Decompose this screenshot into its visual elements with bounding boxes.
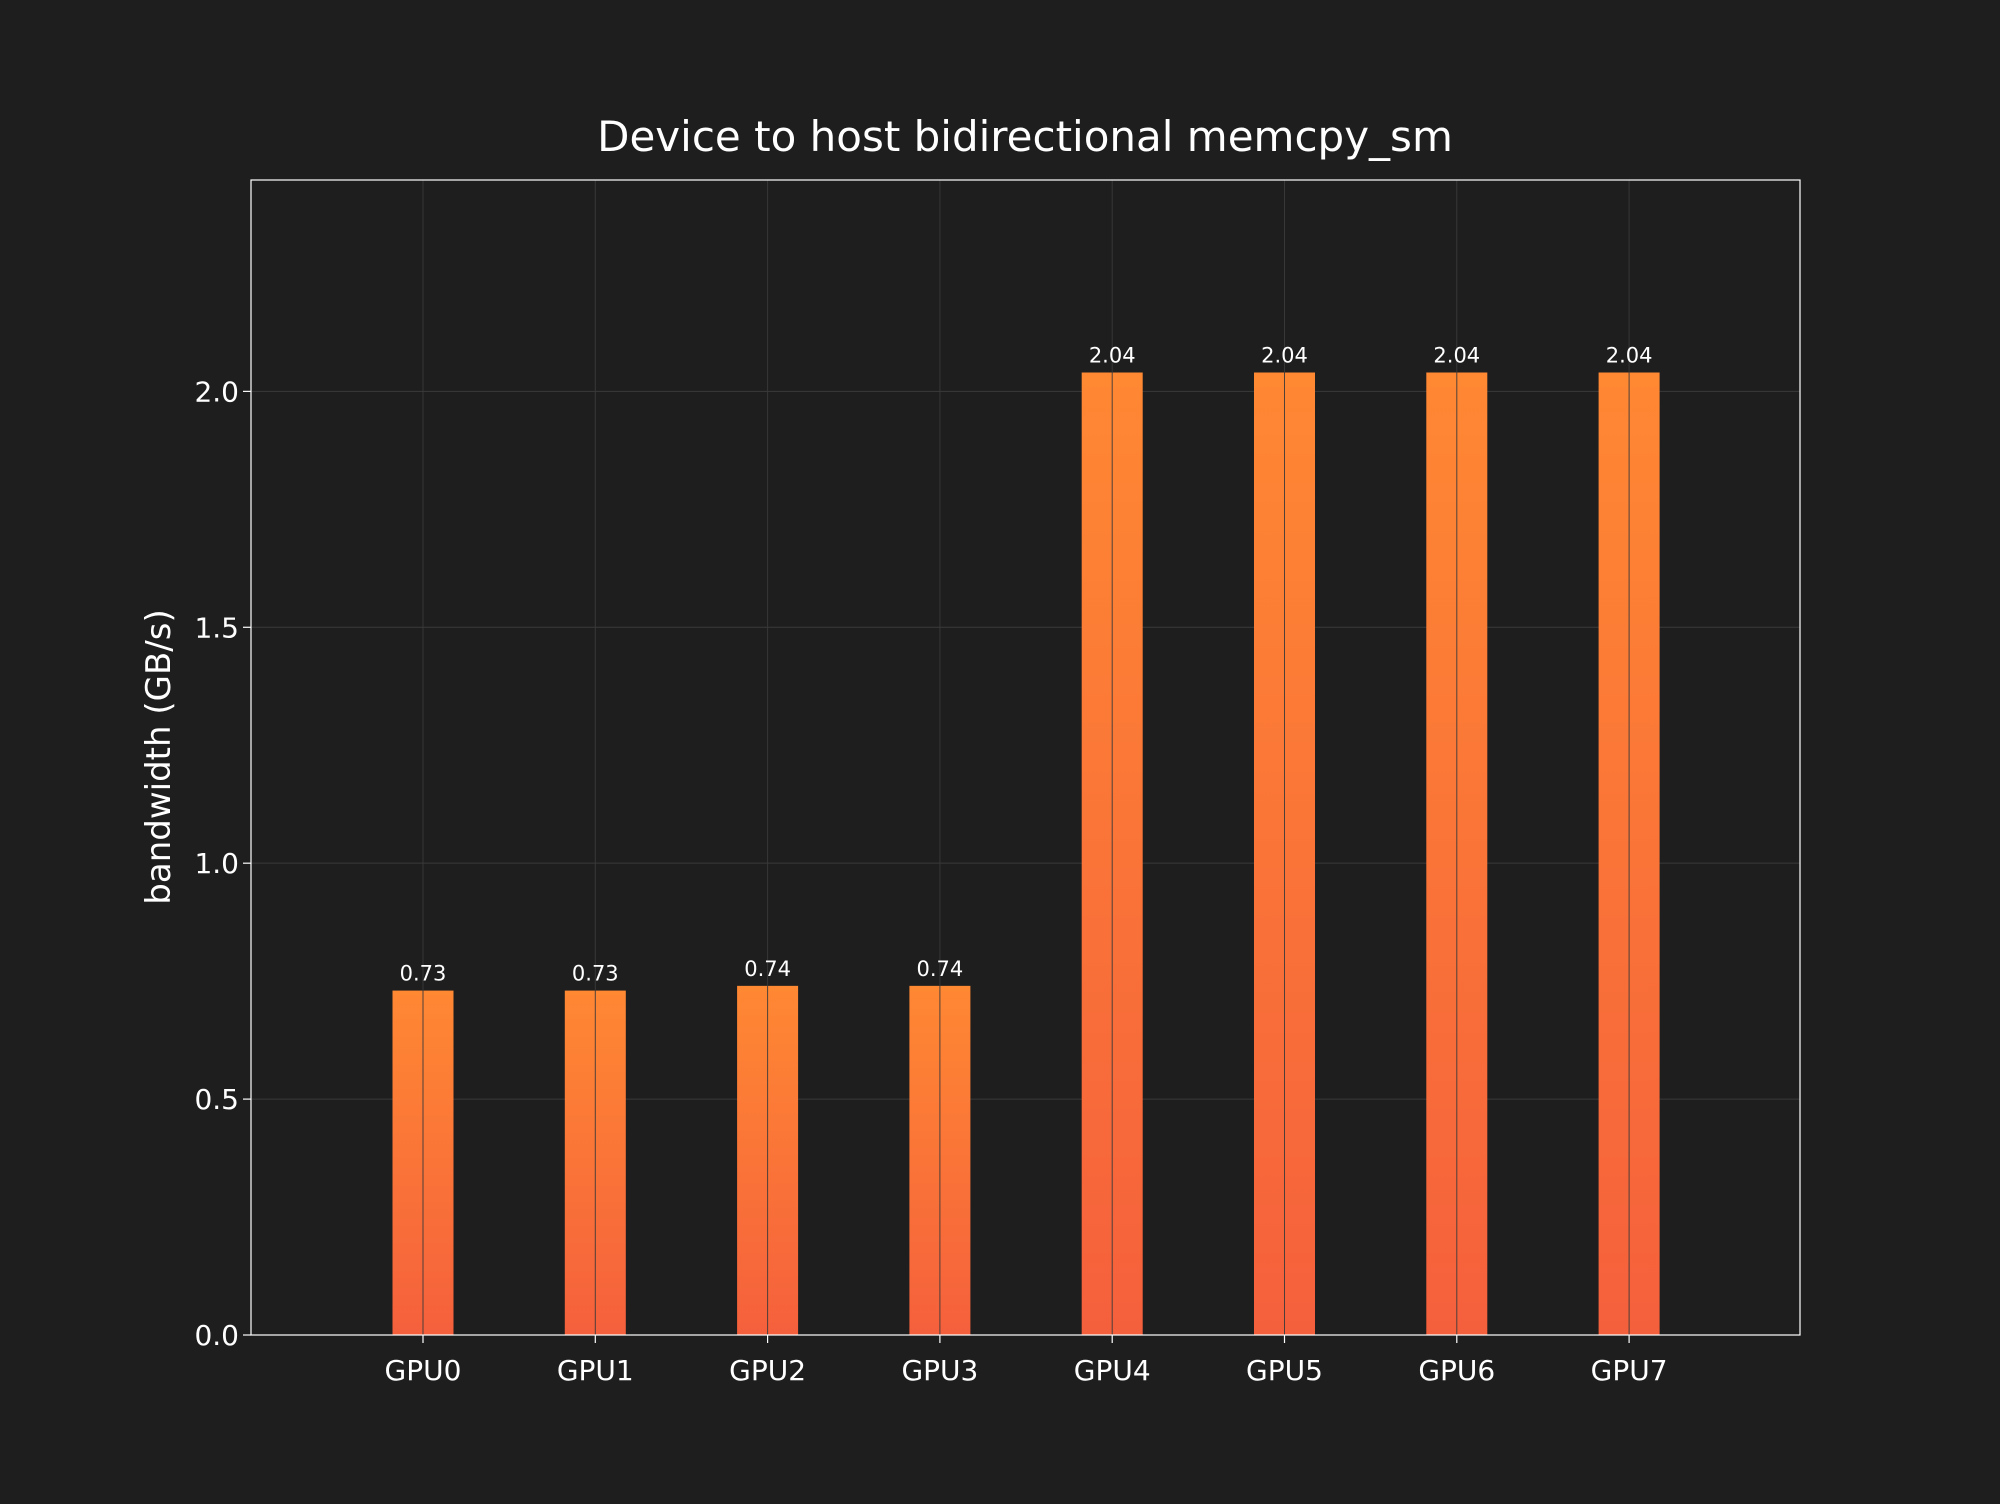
y-tick-label: 2.0 bbox=[194, 375, 239, 408]
y-axis-label: bandwidth (GB/s) bbox=[139, 609, 179, 904]
data-label: 0.73 bbox=[400, 962, 447, 986]
x-tick-label: GPU2 bbox=[729, 1354, 806, 1387]
y-axis-ticks: 0.0 0.5 1.0 1.5 2.0 bbox=[194, 375, 251, 1352]
x-tick-label: GPU7 bbox=[1591, 1354, 1668, 1387]
x-tick-label: GPU4 bbox=[1074, 1354, 1151, 1387]
x-axis-ticks: GPU0 GPU1 GPU2 GPU3 GPU4 GPU5 GPU6 GPU7 bbox=[385, 1335, 1668, 1387]
data-label: 2.04 bbox=[1606, 344, 1653, 368]
x-tick-label: GPU0 bbox=[385, 1354, 462, 1387]
y-tick-label: 1.0 bbox=[194, 847, 239, 880]
data-label: 2.04 bbox=[1261, 344, 1308, 368]
data-label: 0.74 bbox=[744, 957, 791, 981]
data-label: 0.74 bbox=[917, 957, 964, 981]
x-tick-label: GPU5 bbox=[1246, 1354, 1323, 1387]
x-tick-label: GPU3 bbox=[901, 1354, 978, 1387]
y-tick-label: 0.0 bbox=[194, 1319, 239, 1352]
data-label: 0.73 bbox=[572, 962, 619, 986]
y-tick-label: 1.5 bbox=[194, 611, 239, 644]
x-tick-label: GPU6 bbox=[1418, 1354, 1495, 1387]
data-labels: 0.73 0.73 0.74 0.74 2.04 2.04 2.04 2.04 bbox=[400, 344, 1653, 986]
chart-title: Device to host bidirectional memcpy_sm bbox=[597, 112, 1453, 161]
vertical-grid-lines bbox=[422, 180, 1630, 1335]
data-label: 2.04 bbox=[1089, 344, 1136, 368]
data-label: 2.04 bbox=[1433, 344, 1480, 368]
x-tick-label: GPU1 bbox=[557, 1354, 634, 1387]
y-tick-label: 0.5 bbox=[194, 1083, 239, 1116]
plot-frame bbox=[250, 179, 1801, 1336]
